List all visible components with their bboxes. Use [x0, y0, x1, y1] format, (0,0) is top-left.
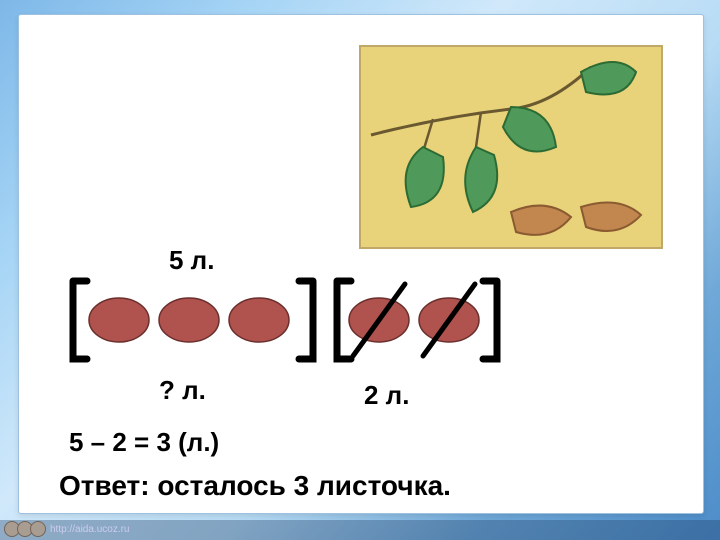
- answer-text: Ответ: осталось 3 листочка.: [59, 470, 451, 502]
- counter-diagram: [59, 275, 519, 365]
- label-removed: 2 л.: [364, 380, 409, 411]
- label-total: 5 л.: [169, 245, 214, 276]
- equation-text: 5 – 2 = 3 (л.): [69, 427, 219, 458]
- footer-url: http://aida.ucoz.ru: [50, 524, 130, 535]
- white-frame: 5 л. ? л. 2 л. 5 – 2 = 3 (л.) Ответ: ост…: [18, 14, 704, 514]
- leaf-svg: [361, 47, 661, 247]
- slide-background: 5 л. ? л. 2 л. 5 – 2 = 3 (л.) Ответ: ост…: [0, 0, 720, 540]
- leaf-illustration: [359, 45, 663, 249]
- footer-bar: http://aida.ucoz.ru: [0, 520, 720, 540]
- label-unknown: ? л.: [159, 375, 206, 406]
- diagram-svg: [59, 275, 519, 365]
